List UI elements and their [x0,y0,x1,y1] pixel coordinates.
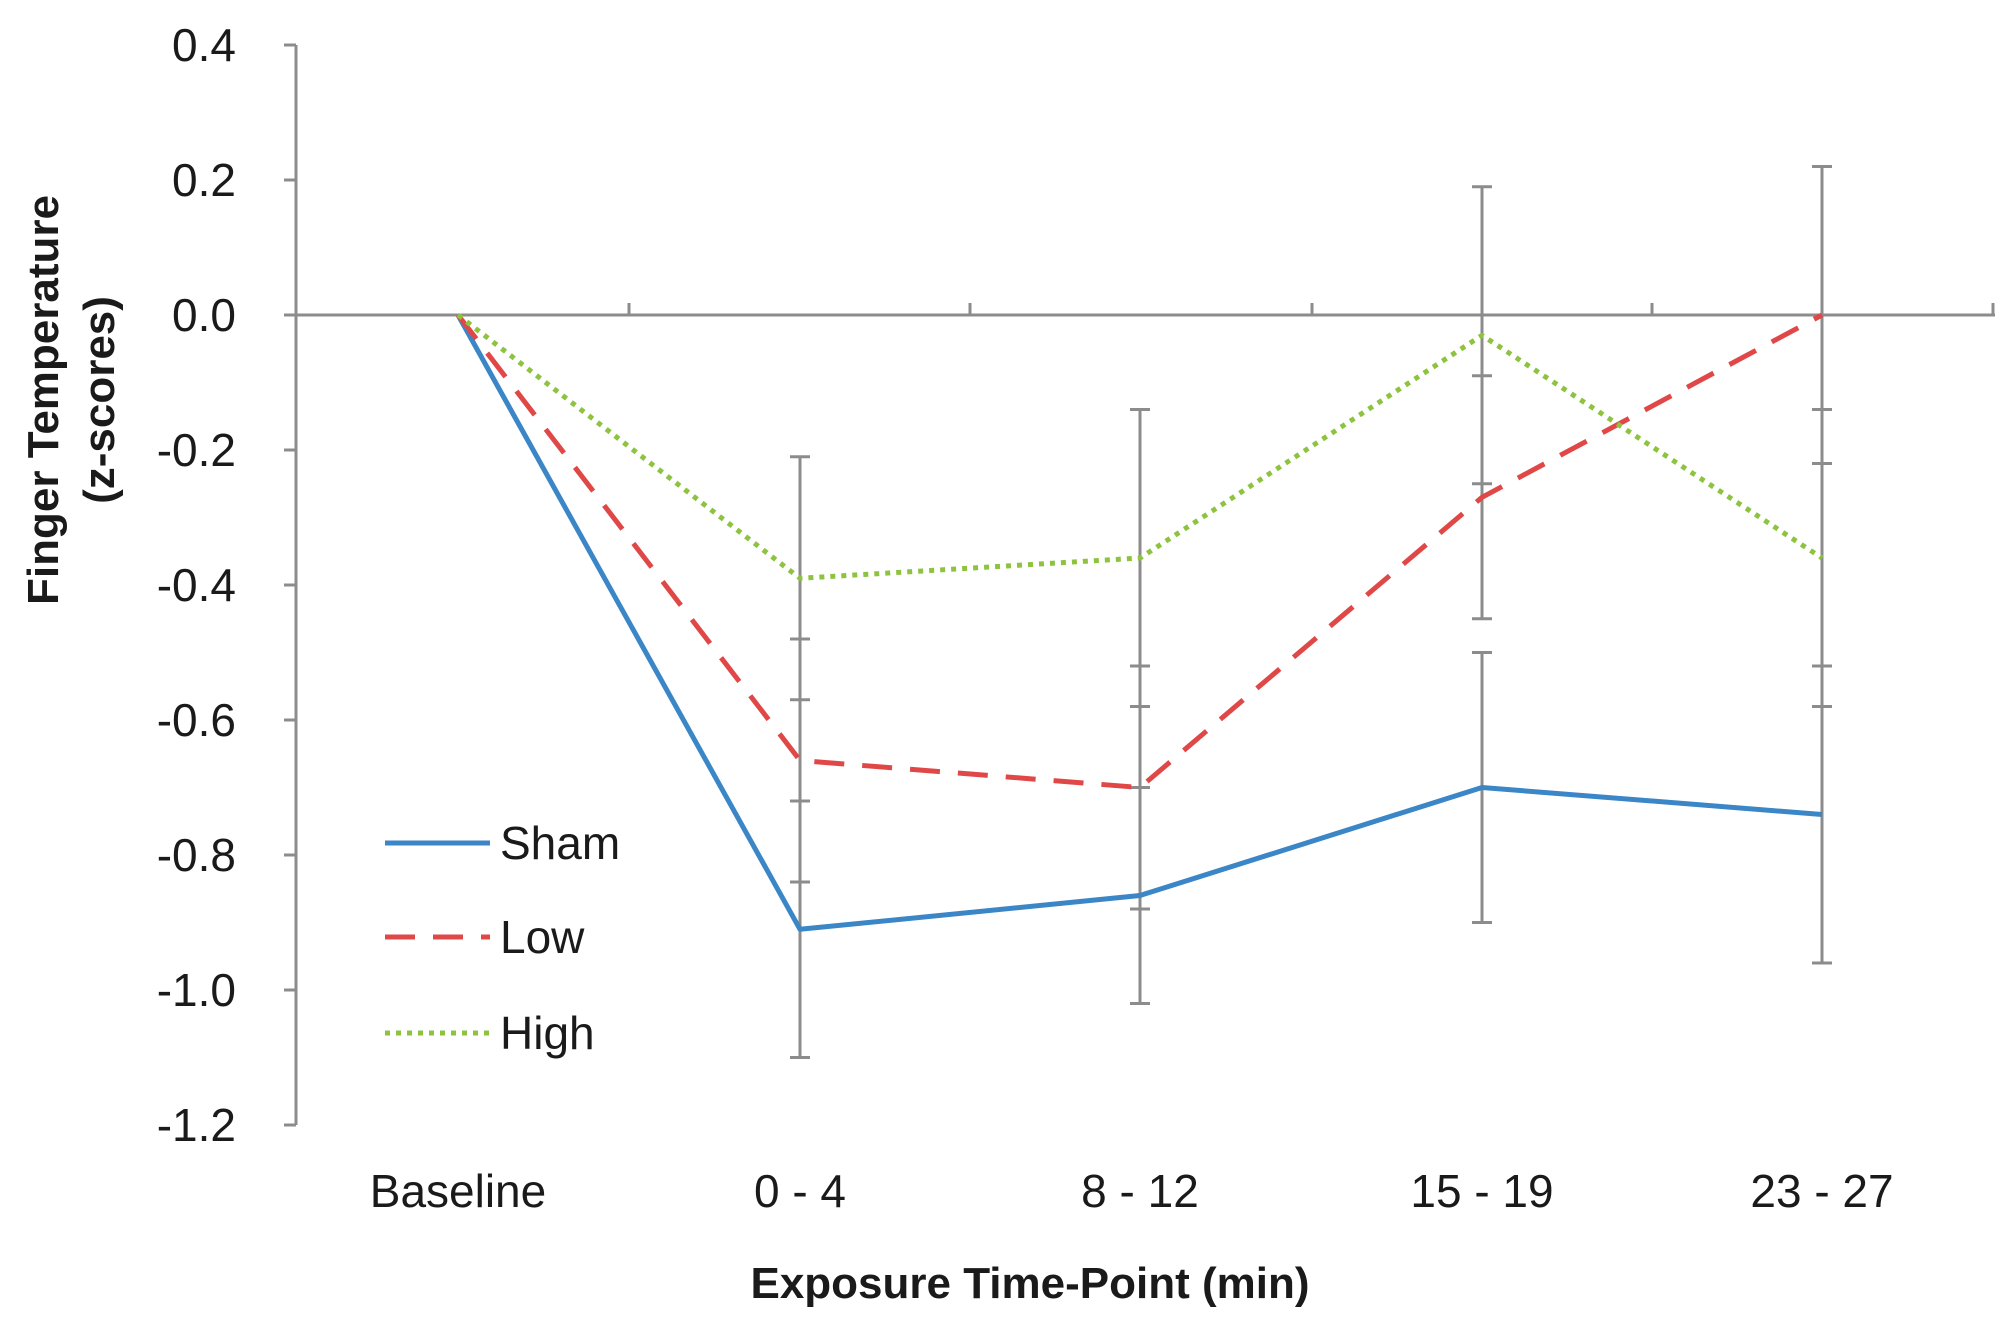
y-axis-title-line1: Finger Temperature [19,195,68,605]
axes [284,43,1995,1127]
series-lines [455,312,1824,932]
series-line-sham [455,313,1823,932]
tick-labels: 0.4 0.2 0.0 -0.2 -0.4 -0.6 -0.8 -1.0 -1.2 Baselin… [157,19,1894,1217]
y-tick-label: -0.2 [157,424,236,476]
y-tick-label: -1.2 [157,1099,236,1151]
legend-label-low: Low [500,911,585,963]
x-tick-label: 0 - 4 [754,1165,846,1217]
y-axis-title-line2: (z-scores) [75,296,124,504]
error-bars [790,165,1832,1059]
y-tick-label: -0.6 [157,694,236,746]
y-tick-label: -0.8 [157,829,236,881]
x-axis-title: Exposure Time-Point (min) [750,1259,1309,1308]
legend-label-sham: Sham [500,817,620,869]
x-tick-label: 23 - 27 [1750,1165,1893,1217]
y-tick-label: -0.4 [157,559,236,611]
y-tick-label: -1.0 [157,964,236,1016]
y-tick-label: 0.4 [172,19,236,71]
y-tick-label: 0.2 [172,154,236,206]
x-tick-label: Baseline [370,1165,546,1217]
legend: Sham Low High [385,817,620,1059]
y-tick-label: 0.0 [172,289,236,341]
x-tick-label: 15 - 19 [1410,1165,1553,1217]
series-line-high [456,313,1824,581]
legend-label-high: High [500,1007,595,1059]
x-tick-label: 8 - 12 [1081,1165,1199,1217]
y-axis-title: Finger Temperature (z-scores) [19,195,124,605]
